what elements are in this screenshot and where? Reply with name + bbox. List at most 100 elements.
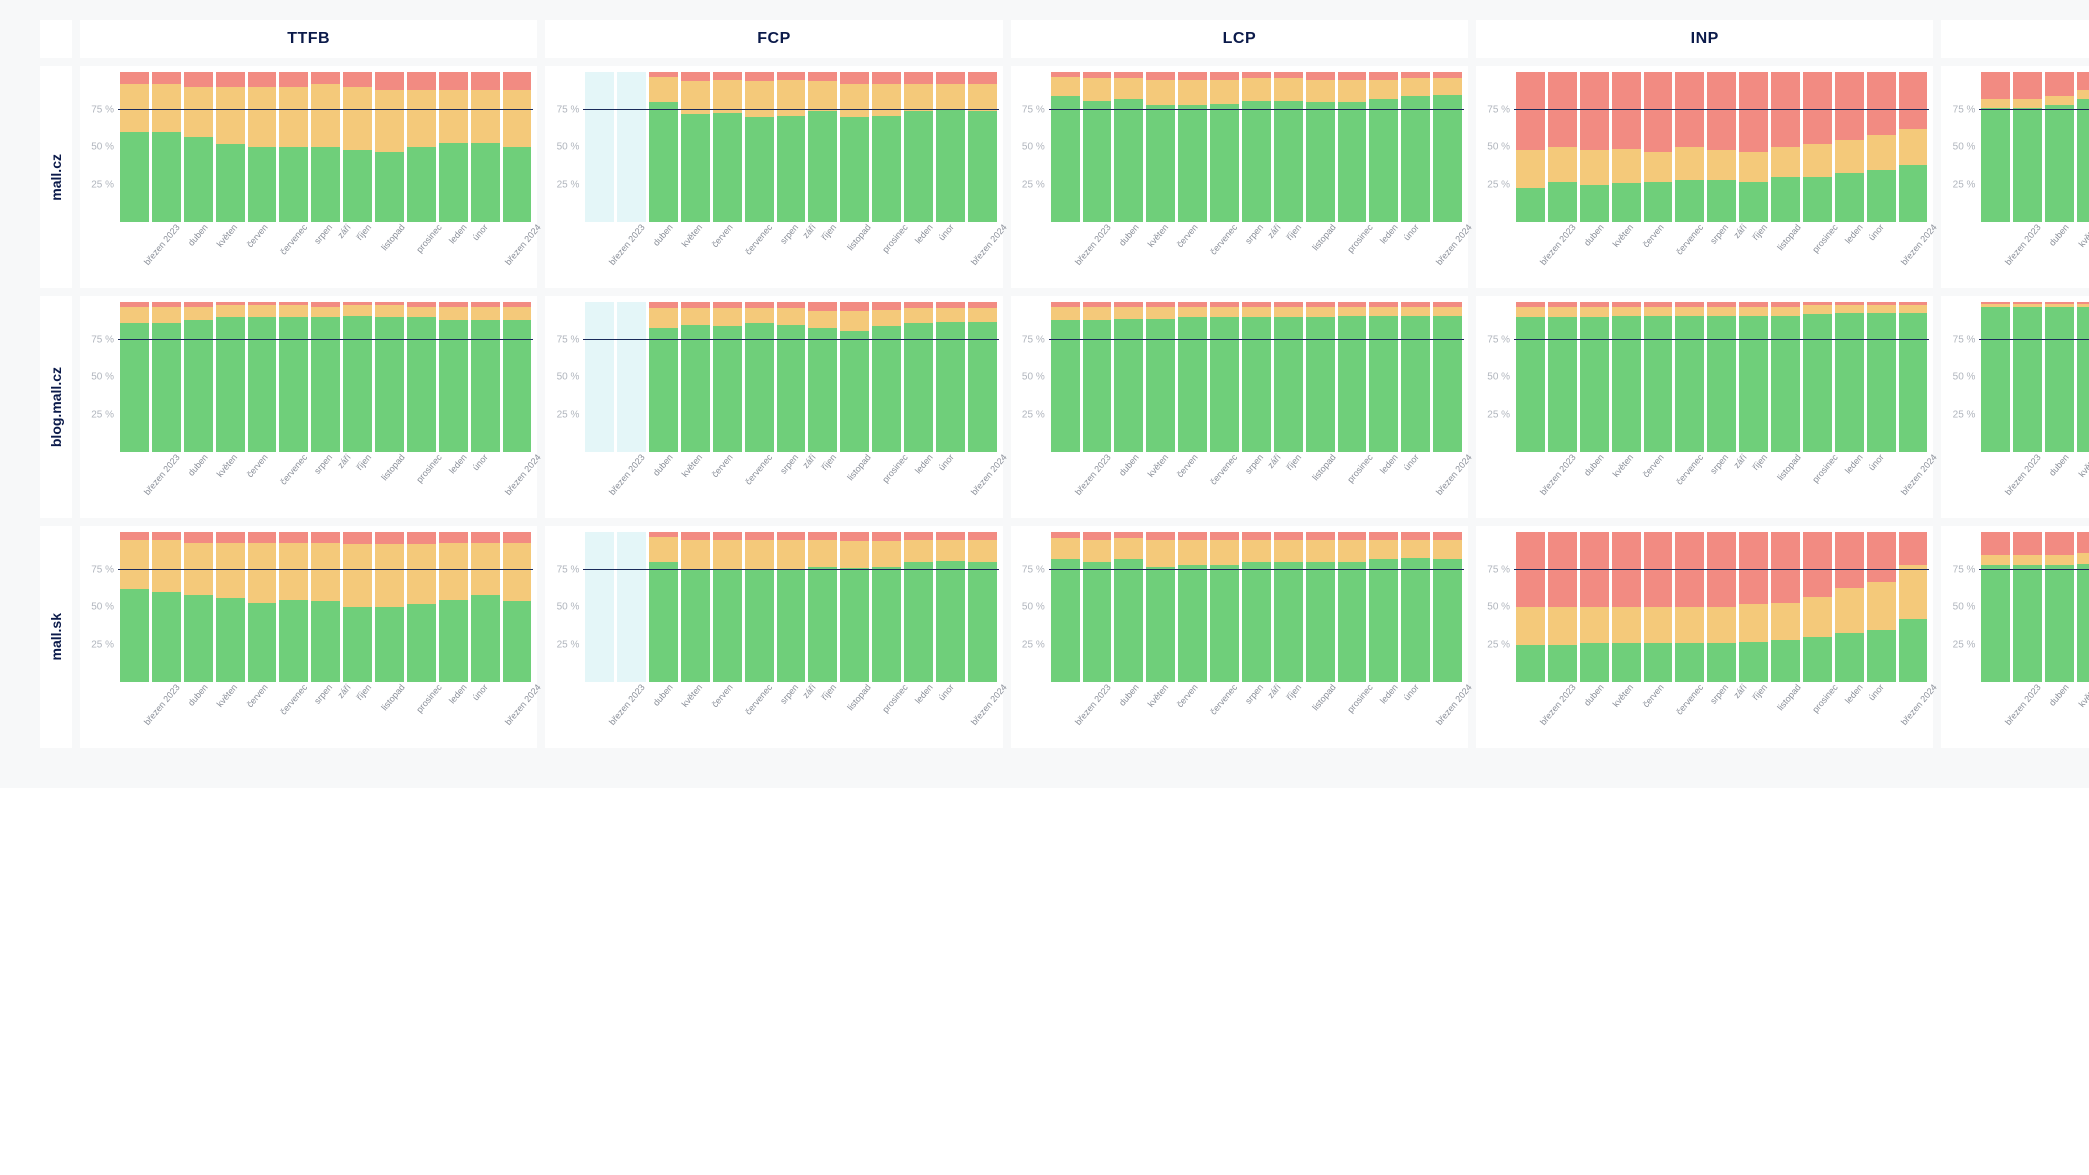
y-tick: 50 %	[91, 142, 114, 153]
segment-good	[1369, 559, 1398, 682]
segment-poor	[1338, 532, 1367, 540]
bar	[1612, 72, 1641, 222]
segment-poor	[1083, 532, 1112, 540]
segment-ni	[1114, 78, 1143, 99]
bar	[1580, 72, 1609, 222]
segment-poor	[1516, 532, 1545, 607]
segment-ni	[1981, 99, 2010, 108]
segment-poor	[681, 72, 710, 81]
segment-poor	[152, 532, 181, 540]
segment-good	[152, 132, 181, 222]
chart-grid: TTFBFCPLCPINPCLSmall.cz25 %50 %75 %březe…	[40, 20, 2049, 748]
bar	[1803, 72, 1832, 222]
segment-ni	[248, 305, 277, 317]
segment-ni	[1739, 604, 1768, 642]
segment-good	[936, 110, 965, 223]
segment-ni	[872, 84, 901, 116]
segment-good	[1401, 558, 1430, 683]
plot-area: 25 %50 %75 %	[1015, 532, 1464, 682]
segment-poor	[1146, 72, 1175, 80]
segment-good	[1771, 640, 1800, 682]
segment-good	[1306, 102, 1335, 222]
segment-good	[2013, 565, 2042, 682]
segment-poor	[2077, 532, 2089, 553]
segment-ni	[1242, 540, 1271, 563]
segment-good	[343, 150, 372, 222]
segment-poor	[1306, 532, 1335, 540]
bar	[777, 532, 806, 682]
x-axis: březen 2023dubenkvětenčervenčervenecsrpe…	[583, 452, 998, 516]
segment-poor	[1306, 72, 1335, 80]
bars-area	[1049, 72, 1464, 222]
segment-poor	[681, 532, 710, 540]
segment-good	[904, 323, 933, 452]
segment-ni	[1306, 80, 1335, 103]
segment-poor	[745, 72, 774, 81]
segment-poor	[471, 532, 500, 543]
segment-poor	[713, 532, 742, 540]
segment-ni	[216, 543, 245, 599]
segment-good	[1178, 565, 1207, 682]
segment-poor	[1803, 532, 1832, 597]
bar	[840, 72, 869, 222]
bar	[1867, 72, 1896, 222]
y-tick: 75 %	[91, 104, 114, 115]
segment-ni	[1644, 607, 1673, 643]
segment-good	[2045, 105, 2074, 222]
segment-ni	[745, 540, 774, 570]
plot-area: 25 %50 %75 %	[1945, 532, 2089, 682]
bars	[1049, 302, 1464, 452]
segment-poor	[968, 72, 997, 84]
bar	[1739, 532, 1768, 682]
plot-area: 25 %50 %75 %	[549, 532, 998, 682]
segment-ni	[840, 541, 869, 568]
segment-good	[1083, 562, 1112, 682]
bars	[1979, 532, 2089, 682]
chart-cell-mall-cz-fcp: 25 %50 %75 %březen 2023dubenkvětenčerven…	[545, 66, 1002, 288]
segment-good	[904, 111, 933, 222]
bar	[2077, 72, 2089, 222]
bar	[649, 302, 678, 452]
chart-cell-blog-mall-cz-fcp: 25 %50 %75 %březen 2023dubenkvětenčerven…	[545, 296, 1002, 518]
y-tick: 50 %	[1022, 142, 1045, 153]
chart-cell-mall-sk-inp: 25 %50 %75 %březen 2023dubenkvětenčerven…	[1476, 526, 1933, 748]
segment-ni	[503, 90, 532, 147]
bar	[1612, 302, 1641, 452]
bar	[1338, 532, 1367, 682]
segment-poor	[407, 72, 436, 90]
segment-good	[1981, 307, 2010, 453]
bar	[471, 532, 500, 682]
segment-good	[1803, 177, 1832, 222]
segment-good	[1146, 319, 1175, 453]
bar	[2045, 302, 2074, 452]
bar	[120, 532, 149, 682]
segment-poor	[1548, 532, 1577, 607]
segment-good	[649, 562, 678, 682]
bars	[1979, 72, 2089, 222]
bar	[216, 72, 245, 222]
bar	[1051, 532, 1080, 682]
segment-ni	[777, 540, 806, 570]
segment-poor	[1369, 532, 1398, 540]
segment-good	[681, 570, 710, 683]
x-axis: březen 2023dubenkvětenčervenčervenecsrpe…	[583, 222, 998, 286]
segment-ni	[904, 540, 933, 563]
y-tick: 75 %	[1953, 334, 1976, 345]
bars	[1979, 302, 2089, 452]
bar	[808, 532, 837, 682]
bar	[1548, 72, 1577, 222]
segment-poor	[311, 72, 340, 84]
bar	[585, 532, 614, 682]
segment-poor	[375, 532, 404, 544]
y-tick: 25 %	[1953, 179, 1976, 190]
y-tick: 25 %	[91, 179, 114, 190]
segment-ni	[1739, 152, 1768, 182]
segment-ni	[968, 308, 997, 322]
bar	[1612, 532, 1641, 682]
bar	[1981, 72, 2010, 222]
segment-ni	[439, 90, 468, 143]
y-tick: 25 %	[1487, 409, 1510, 420]
segment-ni	[872, 310, 901, 327]
y-tick: 50 %	[557, 372, 580, 383]
segment-ni	[1114, 307, 1143, 319]
